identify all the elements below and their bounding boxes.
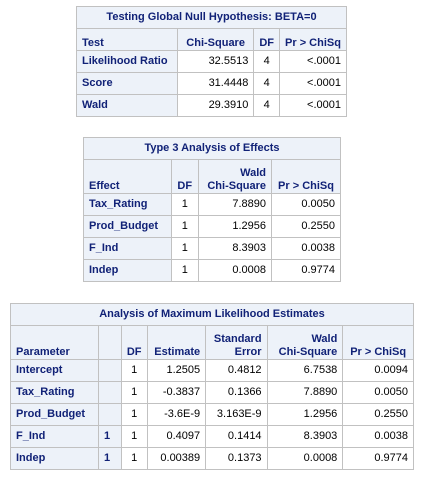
table-row: Score 31.4448 4 <.0001: [76, 72, 347, 95]
table-title: Analysis of Maximum Likelihood Estimates: [10, 303, 414, 326]
row-header: Prod_Budget: [9, 403, 100, 426]
row-header: Wald: [76, 94, 178, 117]
row-header: Score: [76, 72, 178, 95]
table-cell: 3.163E-9: [205, 403, 268, 426]
column-header: Test: [76, 28, 178, 51]
table-cell: 1: [120, 381, 148, 404]
column-header: DF: [253, 28, 280, 51]
table-cell: 4: [253, 94, 280, 117]
table-cell: 0.0050: [271, 193, 341, 216]
row-header: F_Ind: [83, 237, 172, 260]
row-header: F_Ind: [9, 425, 100, 448]
column-header: Pr > ChiSq: [279, 28, 347, 51]
table-cell: 0.4097: [146, 425, 207, 448]
table-cell: 0.1414: [205, 425, 268, 448]
table-cell: 0.4812: [205, 359, 268, 382]
column-header: Parameter: [9, 325, 100, 360]
table-cell: 0.9774: [271, 259, 341, 282]
table-cell: 0.0050: [342, 381, 414, 404]
column-header: Pr > ChiSq: [342, 325, 414, 360]
table-cell: -3.6E-9: [146, 403, 207, 426]
table-title: Type 3 Analysis of Effects: [83, 137, 341, 160]
row-header: Tax_Rating: [83, 193, 172, 216]
row-header: Intercept: [9, 359, 100, 382]
table-cell: 7.8890: [266, 381, 344, 404]
column-header: Chi-Square: [176, 28, 255, 51]
table-cell: 0.0094: [342, 359, 414, 382]
table-cell: 1.2505: [146, 359, 207, 382]
row-header: Prod_Budget: [83, 215, 172, 238]
table-cell: 1: [120, 425, 148, 448]
type3-effects-table: Type 3 Analysis of Effects Effect DF Wal…: [83, 137, 341, 282]
table-cell: 0.1366: [205, 381, 268, 404]
table-cell: 1.2956: [266, 403, 344, 426]
table-cell: 1: [170, 259, 199, 282]
table-row: Indep 1 1 0.00389 0.1373 0.0008 0.9774: [9, 447, 414, 470]
table-cell: 0.0008: [266, 447, 344, 470]
table-cell: 0.2550: [342, 403, 414, 426]
table-cell: 6.7538: [266, 359, 344, 382]
column-header: Pr > ChiSq: [271, 159, 341, 194]
class-level-cell: [98, 381, 122, 404]
table-cell: <.0001: [279, 72, 347, 95]
table-title: Testing Global Null Hypothesis: BETA=0: [76, 6, 347, 29]
class-level-cell: [98, 403, 122, 426]
table-cell: 1: [120, 403, 148, 426]
class-level-cell: 1: [98, 425, 122, 448]
table-cell: 29.3910: [176, 94, 255, 117]
table-row: Likelihood Ratio 32.5513 4 <.0001: [76, 50, 347, 73]
table-cell: 32.5513: [176, 50, 255, 73]
column-header: Wald Chi-Square: [266, 325, 344, 360]
column-header: Standard Error: [205, 325, 268, 360]
column-header: DF: [170, 159, 199, 194]
column-header: DF: [120, 325, 148, 360]
table-cell: <.0001: [279, 50, 347, 73]
table-row: Prod_Budget 1 1.2956 0.2550: [83, 215, 341, 238]
table-cell: -0.3837: [146, 381, 207, 404]
table-cell: 0.1373: [205, 447, 268, 470]
global-null-table: Testing Global Null Hypothesis: BETA=0 T…: [76, 6, 347, 117]
row-header: Indep: [83, 259, 172, 282]
row-header: Indep: [9, 447, 100, 470]
table-row: Intercept 1 1.2505 0.4812 6.7538 0.0094: [9, 359, 414, 382]
column-header: Wald Chi-Square: [197, 159, 273, 194]
table-row: Indep 1 0.0008 0.9774: [83, 259, 341, 282]
table-cell: 4: [253, 72, 280, 95]
row-header: Tax_Rating: [9, 381, 100, 404]
table-row: Tax_Rating 1 -0.3837 0.1366 7.8890 0.005…: [9, 381, 414, 404]
table-row: Prod_Budget 1 -3.6E-9 3.163E-9 1.2956 0.…: [9, 403, 414, 426]
table-cell: 1: [120, 359, 148, 382]
table-cell: 4: [253, 50, 280, 73]
column-header: Estimate: [146, 325, 207, 360]
table-cell: <.0001: [279, 94, 347, 117]
row-header: Likelihood Ratio: [76, 50, 178, 73]
table-cell: 0.0008: [197, 259, 273, 282]
table-cell: 0.00389: [146, 447, 207, 470]
table-cell: 1: [170, 237, 199, 260]
table-cell: 1: [170, 193, 199, 216]
table-row: F_Ind 1 8.3903 0.0038: [83, 237, 341, 260]
table-cell: 0.9774: [342, 447, 414, 470]
table-cell: 7.8890: [197, 193, 273, 216]
table-row: Wald 29.3910 4 <.0001: [76, 94, 347, 117]
class-level-cell: 1: [98, 447, 122, 470]
table-cell: 0.0038: [342, 425, 414, 448]
class-level-cell: [98, 359, 122, 382]
mle-estimates-table: Analysis of Maximum Likelihood Estimates…: [9, 303, 414, 470]
table-row: F_Ind 1 1 0.4097 0.1414 8.3903 0.0038: [9, 425, 414, 448]
table-cell: 0.2550: [271, 215, 341, 238]
table-cell: 8.3903: [197, 237, 273, 260]
table-cell: 1: [120, 447, 148, 470]
column-header: [98, 325, 122, 360]
table-cell: 8.3903: [266, 425, 344, 448]
table-cell: 1: [170, 215, 199, 238]
column-header: Effect: [83, 159, 172, 194]
table-cell: 0.0038: [271, 237, 341, 260]
table-row: Tax_Rating 1 7.8890 0.0050: [83, 193, 341, 216]
table-cell: 31.4448: [176, 72, 255, 95]
table-cell: 1.2956: [197, 215, 273, 238]
